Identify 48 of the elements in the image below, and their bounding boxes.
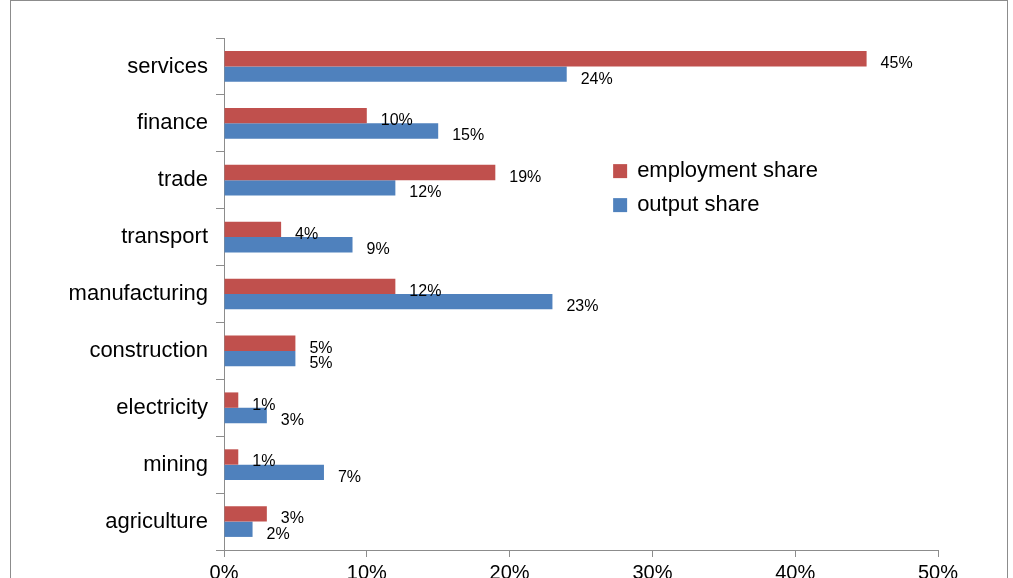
data-label: 2% [266, 524, 290, 542]
data-label: 45% [880, 54, 913, 72]
x-tick-label: 50% [917, 560, 959, 578]
data-label: 3% [280, 509, 304, 527]
bar [224, 506, 267, 522]
bar [224, 521, 253, 537]
bar [224, 123, 439, 139]
data-label: 19% [509, 167, 542, 185]
x-tick-label: 40% [775, 560, 816, 578]
data-label: 23% [566, 297, 599, 315]
bar [224, 464, 324, 481]
y-tick-label: transport [121, 223, 208, 249]
bar [224, 164, 496, 181]
y-tick-label: trade [157, 166, 208, 192]
data-label: 7% [337, 467, 362, 485]
y-tick-label: manufacturing [68, 280, 208, 306]
data-label: 9% [366, 240, 390, 258]
bar [224, 107, 367, 124]
bar [224, 350, 296, 367]
data-label: 3% [280, 410, 304, 428]
data-label: 24% [580, 69, 613, 87]
x-tick-label: 0% [209, 560, 239, 578]
y-tick-label: electricity [116, 393, 208, 419]
bar [224, 66, 567, 82]
x-tick-label: 30% [632, 560, 673, 578]
bar [224, 237, 353, 253]
data-label: 12% [409, 183, 442, 201]
y-tick-label: agriculture [105, 507, 208, 533]
y-tick-label: construction [89, 336, 208, 362]
bar [224, 221, 282, 238]
x-tick-label: 10% [346, 560, 388, 578]
bar [224, 392, 239, 408]
data-label: 10% [380, 111, 413, 129]
legend-label: output share [637, 191, 760, 217]
data-label: 5% [309, 353, 333, 371]
bar [224, 294, 553, 310]
y-tick-label: services [127, 52, 208, 78]
data-label: 5% [309, 338, 333, 356]
x-tick-label: 20% [489, 560, 530, 578]
bar [224, 180, 396, 196]
bar [224, 278, 396, 294]
data-label: 15% [452, 126, 485, 144]
bar [224, 449, 239, 465]
bar [224, 335, 296, 351]
legend-label: employment share [637, 157, 819, 183]
y-tick-label: mining [143, 450, 208, 476]
y-tick-label: finance [137, 109, 208, 135]
bar [224, 51, 867, 67]
